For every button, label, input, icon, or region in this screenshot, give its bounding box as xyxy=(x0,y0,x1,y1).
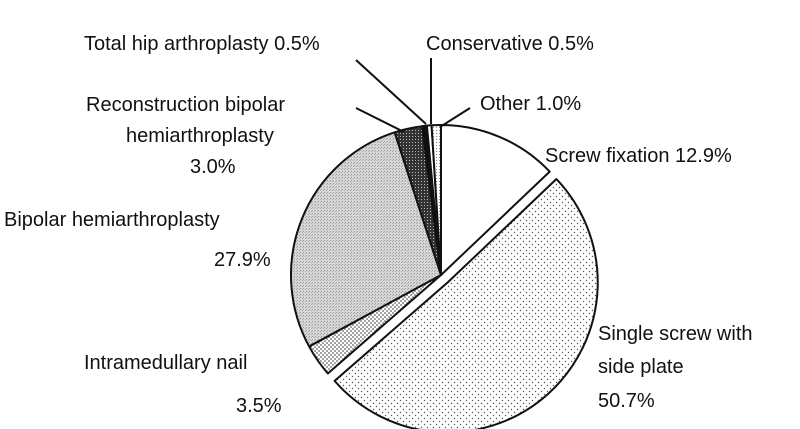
slice-labels: Total hip arthroplasty 0.5% Conservative… xyxy=(4,33,753,417)
leader-lines xyxy=(355,58,471,133)
label-single-screw-line1: Single screw with xyxy=(598,323,753,345)
label-bipolar-pct: 27.9% xyxy=(214,249,271,271)
pie-slices xyxy=(290,124,599,429)
leader-line-total-hip xyxy=(355,59,427,125)
label-total-hip: Total hip arthroplasty 0.5% xyxy=(84,33,320,55)
leader-line-other xyxy=(439,107,471,128)
label-im-nail-pct: 3.5% xyxy=(236,395,282,417)
label-other: Other 1.0% xyxy=(480,93,581,115)
pie-slice-single-screw-with-side-plate xyxy=(333,178,599,429)
label-conservative: Conservative 0.5% xyxy=(426,33,594,55)
label-reconstruction-line1: Reconstruction bipolar xyxy=(86,94,285,116)
label-single-screw-pct: 50.7% xyxy=(598,390,655,412)
pie-slice-other xyxy=(430,124,442,276)
label-im-nail: Intramedullary nail xyxy=(84,352,247,374)
pie-slice-bipolar-hemiarthroplasty xyxy=(290,131,442,348)
label-bipolar: Bipolar hemiarthroplasty xyxy=(4,209,220,231)
leader-line-reconstruction xyxy=(355,107,405,133)
label-single-screw-line2: side plate xyxy=(598,356,684,378)
label-reconstruction-pct: 3.0% xyxy=(190,156,236,178)
pie-slice-screw-fixation xyxy=(440,124,551,276)
label-screw-fixation: Screw fixation 12.9% xyxy=(545,145,732,167)
label-reconstruction-line2: hemiarthroplasty xyxy=(126,125,274,147)
